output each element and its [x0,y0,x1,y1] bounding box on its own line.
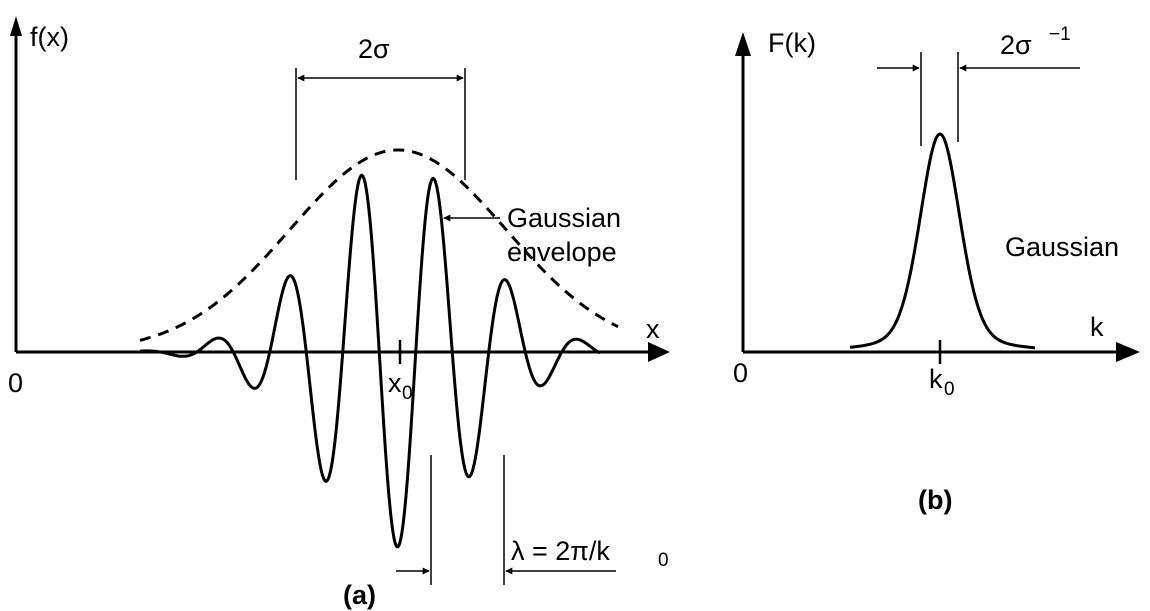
panel-b-width-label: 2σ [1000,30,1032,60]
panel-a-width-label: 2σ [358,34,390,64]
panel-a-envelope-label-line1: Gaussian [507,203,621,233]
panel-b-center-label-subscript: 0 [944,379,955,400]
panel-a-wave-packet-curve [140,173,601,549]
panel-b-y-axis-arrowhead [735,32,751,56]
panel-b-x-axis-label: k [1090,312,1104,342]
panel-a-x-axis-label: x [646,314,660,344]
panel-a-center-label: x [388,368,402,398]
panel-b-center-label: k [929,364,943,394]
panel-b-width-label-superscript: −1 [1049,24,1071,45]
panel-a-wavelength-label: λ = 2π/k [511,536,610,566]
panel-a-wavelength-label-subscript: 0 [658,550,669,571]
panel-a-envelope-label-line2: envelope [507,237,617,267]
panel-a-origin-label: 0 [8,368,23,398]
panel-a: f(x) x 0 x 0 2σ Gaussian envelope λ = 2π… [8,16,670,610]
panel-b-gaussian-curve [849,132,1035,350]
panel-a-y-axis-arrowhead [10,16,22,36]
panel-a-label: (a) [343,580,376,610]
panel-a-gaussian-envelope [139,148,619,342]
panel-b-x-axis-arrowhead [1116,342,1140,362]
panel-a-x-axis-arrowhead [648,342,670,362]
panel-a-y-axis-label: f(x) [30,22,69,52]
panel-b-origin-label: 0 [733,358,748,388]
panel-b-y-axis-label: F(k) [768,28,816,58]
panel-b: F(k) k 0 k 0 2σ −1 Gaussian (b) [733,24,1140,515]
panel-a-center-label-subscript: 0 [402,383,413,404]
panel-b-curve-label: Gaussian [1005,232,1119,262]
panel-b-label: (b) [918,485,952,515]
